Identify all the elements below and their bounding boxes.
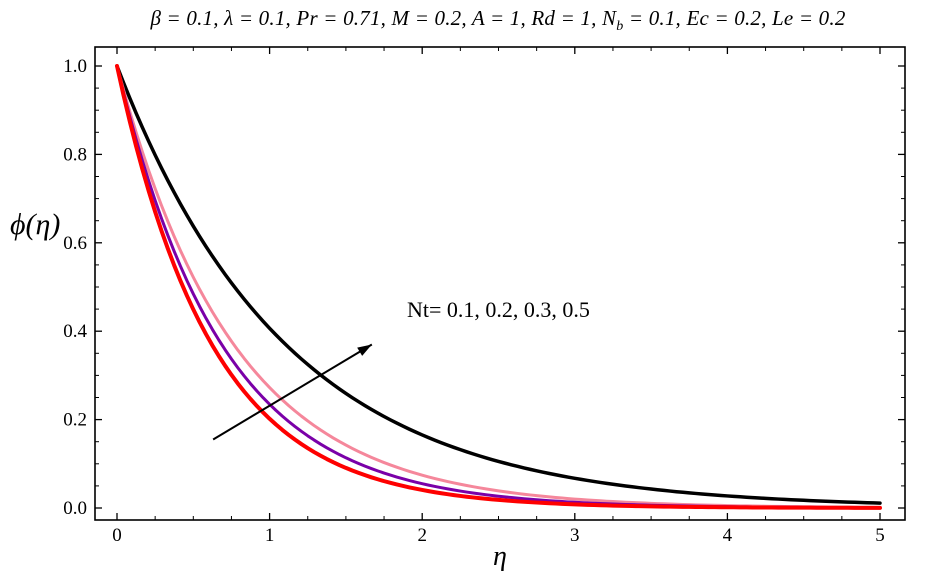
x-tick-label: 4 [723, 525, 733, 546]
x-tick-label: 0 [112, 525, 122, 546]
y-tick-label: 0.6 [63, 233, 87, 254]
chart-title: β = 0.1, λ = 0.1, Pr = 0.71, M = 0.2, A … [88, 6, 908, 35]
y-tick-label: 0.4 [63, 321, 87, 342]
x-tick-label: 3 [570, 525, 580, 546]
y-tick-label: 1.0 [63, 56, 87, 77]
y-tick-label: 0.8 [63, 144, 87, 165]
x-tick-label: 1 [265, 525, 275, 546]
nt-direction-arrowhead [357, 344, 372, 356]
curve-nt-0.5 [115, 64, 882, 505]
nt-direction-arrow [212, 343, 373, 441]
y-axis-label: ϕ(η) [10, 208, 61, 241]
y-tick-label: 0.2 [63, 410, 87, 431]
nt-values-annotation: Nt= 0.1, 0.2, 0.3, 0.5 [407, 297, 590, 322]
curve-nt-0.3 [115, 64, 882, 509]
curve-nt-0.1 [115, 64, 882, 510]
x-tick-label: 2 [417, 525, 427, 546]
x-tick-label: 5 [875, 525, 885, 546]
curve-nt-0.2 [115, 64, 882, 510]
x-axis-label: η [493, 541, 507, 572]
plot-frame [94, 46, 906, 521]
chart-title-prefix: β = 0.1, λ = 0.1, Pr = 0.71, M = 0.2, A … [150, 6, 617, 30]
chart-title-suffix: = 0.1, Ec = 0.2, Le = 0.2 [623, 6, 846, 30]
chart-title-subscript: b [616, 19, 624, 35]
y-tick-label: 0.0 [63, 498, 87, 519]
